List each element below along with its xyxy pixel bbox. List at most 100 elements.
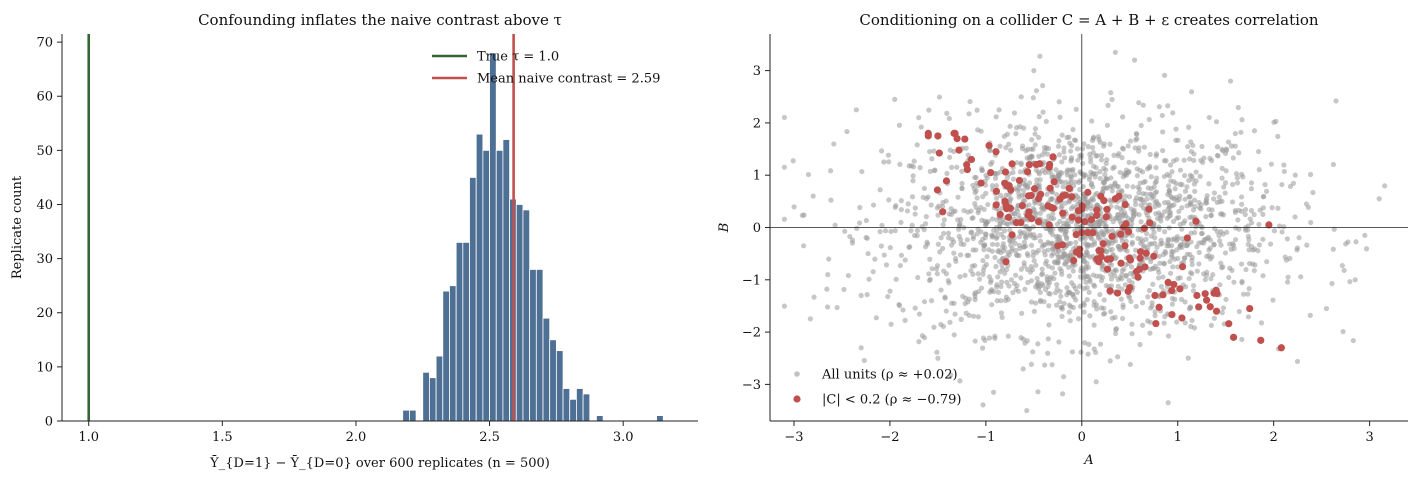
all-units-point	[1010, 169, 1016, 176]
conditioned-unit-point	[1126, 256, 1135, 264]
all-units-point	[995, 274, 1001, 280]
all-units-point	[1219, 146, 1225, 152]
conditioned-unit-point	[950, 129, 958, 137]
all-units-point	[1203, 272, 1210, 278]
all-units-point	[1056, 138, 1062, 144]
all-units-point	[928, 298, 935, 304]
all-units-point	[1061, 374, 1067, 380]
conditioned-unit-point	[1018, 201, 1026, 210]
all-units-point	[997, 225, 1003, 232]
all-units-point	[936, 203, 942, 209]
all-units-point	[1245, 314, 1252, 320]
all-units-point	[1211, 242, 1217, 248]
all-units-point	[1138, 219, 1144, 225]
all-units-point	[1133, 201, 1139, 208]
all-units-point	[1031, 308, 1037, 314]
all-units-point	[1017, 169, 1023, 175]
all-units-point	[824, 286, 830, 292]
all-units-point	[1294, 358, 1301, 365]
all-units-point	[1203, 213, 1209, 220]
all-units-point	[1099, 152, 1105, 158]
all-units-point	[1116, 243, 1122, 250]
all-units-point	[1181, 173, 1188, 179]
all-units-point	[1073, 137, 1079, 144]
all-units-point	[1039, 266, 1045, 272]
all-units-point	[1064, 236, 1070, 242]
all-units-point	[1089, 195, 1095, 201]
all-units-point	[1056, 339, 1062, 345]
all-units-point	[1120, 315, 1126, 322]
all-units-point	[1279, 229, 1285, 235]
all-units-point	[1248, 180, 1255, 186]
all-units-point	[927, 256, 933, 262]
all-units-point	[1292, 214, 1298, 220]
conditioned-unit-point	[1023, 168, 1032, 176]
all-units-point	[1164, 215, 1170, 221]
all-units-point	[898, 198, 904, 204]
all-units-point	[1087, 277, 1093, 283]
scatter-x-tick-label: 3	[1365, 430, 1373, 445]
all-units-point	[1050, 250, 1056, 257]
all-units-point	[1190, 207, 1197, 213]
all-units-point	[1058, 268, 1065, 274]
all-units-point	[994, 284, 1000, 290]
all-units-point	[1115, 354, 1121, 360]
all-units-point	[937, 249, 943, 255]
scatter-x-tick-label: −3	[784, 430, 803, 445]
scatter-x-tick-label: 1	[1174, 430, 1182, 445]
histogram-bar	[449, 285, 457, 422]
conditioned-unit-point	[1045, 163, 1053, 171]
all-units-point	[957, 222, 963, 228]
all-units-point	[1189, 214, 1195, 220]
all-units-point	[1186, 275, 1192, 282]
all-units-point	[1268, 161, 1274, 167]
all-units-point	[1188, 221, 1194, 227]
conditioned-unit-point	[1093, 211, 1101, 220]
all-units-point	[1060, 248, 1066, 255]
all-units-point	[1037, 210, 1043, 216]
legend-marker	[794, 371, 800, 377]
all-units-point	[883, 262, 890, 268]
all-units-point	[1088, 211, 1094, 218]
all-units-point	[1109, 188, 1115, 194]
all-units-point	[1089, 180, 1095, 186]
all-units-point	[954, 164, 960, 170]
all-units-point	[974, 107, 980, 113]
all-units-point	[1067, 148, 1074, 154]
histogram-bar	[475, 133, 484, 422]
all-units-point	[1109, 246, 1115, 252]
all-units-point	[1072, 285, 1078, 292]
legend-label: Mean naive contrast = 2.59	[477, 72, 660, 87]
all-units-point	[870, 269, 876, 275]
all-units-point	[1217, 282, 1223, 288]
all-units-point	[1061, 145, 1067, 151]
all-units-point	[781, 216, 787, 222]
all-units-point	[908, 228, 914, 234]
all-units-point	[1199, 143, 1205, 150]
all-units-point	[1119, 286, 1125, 292]
all-units-point	[1230, 241, 1236, 247]
all-units-point	[976, 207, 982, 213]
all-units-point	[1069, 142, 1075, 149]
all-units-point	[1239, 201, 1245, 207]
all-units-point	[958, 216, 964, 223]
all-units-point	[1232, 143, 1238, 149]
all-units-point	[1185, 143, 1191, 150]
all-units-point	[1207, 256, 1214, 262]
all-units-point	[1066, 241, 1072, 247]
all-units-point	[1177, 167, 1184, 173]
histogram-bar	[482, 149, 490, 422]
all-units-point	[981, 206, 987, 213]
all-units-point	[1234, 175, 1240, 181]
all-units-point	[1081, 302, 1087, 308]
all-units-point	[910, 178, 916, 184]
all-units-point	[1007, 123, 1013, 129]
all-units-point	[975, 271, 981, 277]
all-units-point	[1103, 167, 1109, 173]
all-units-point	[1236, 150, 1242, 156]
all-units-point	[1091, 322, 1097, 328]
all-units-point	[828, 168, 834, 174]
conditioned-unit-point	[1159, 291, 1167, 299]
all-units-point	[959, 168, 965, 174]
all-units-point	[946, 280, 952, 286]
